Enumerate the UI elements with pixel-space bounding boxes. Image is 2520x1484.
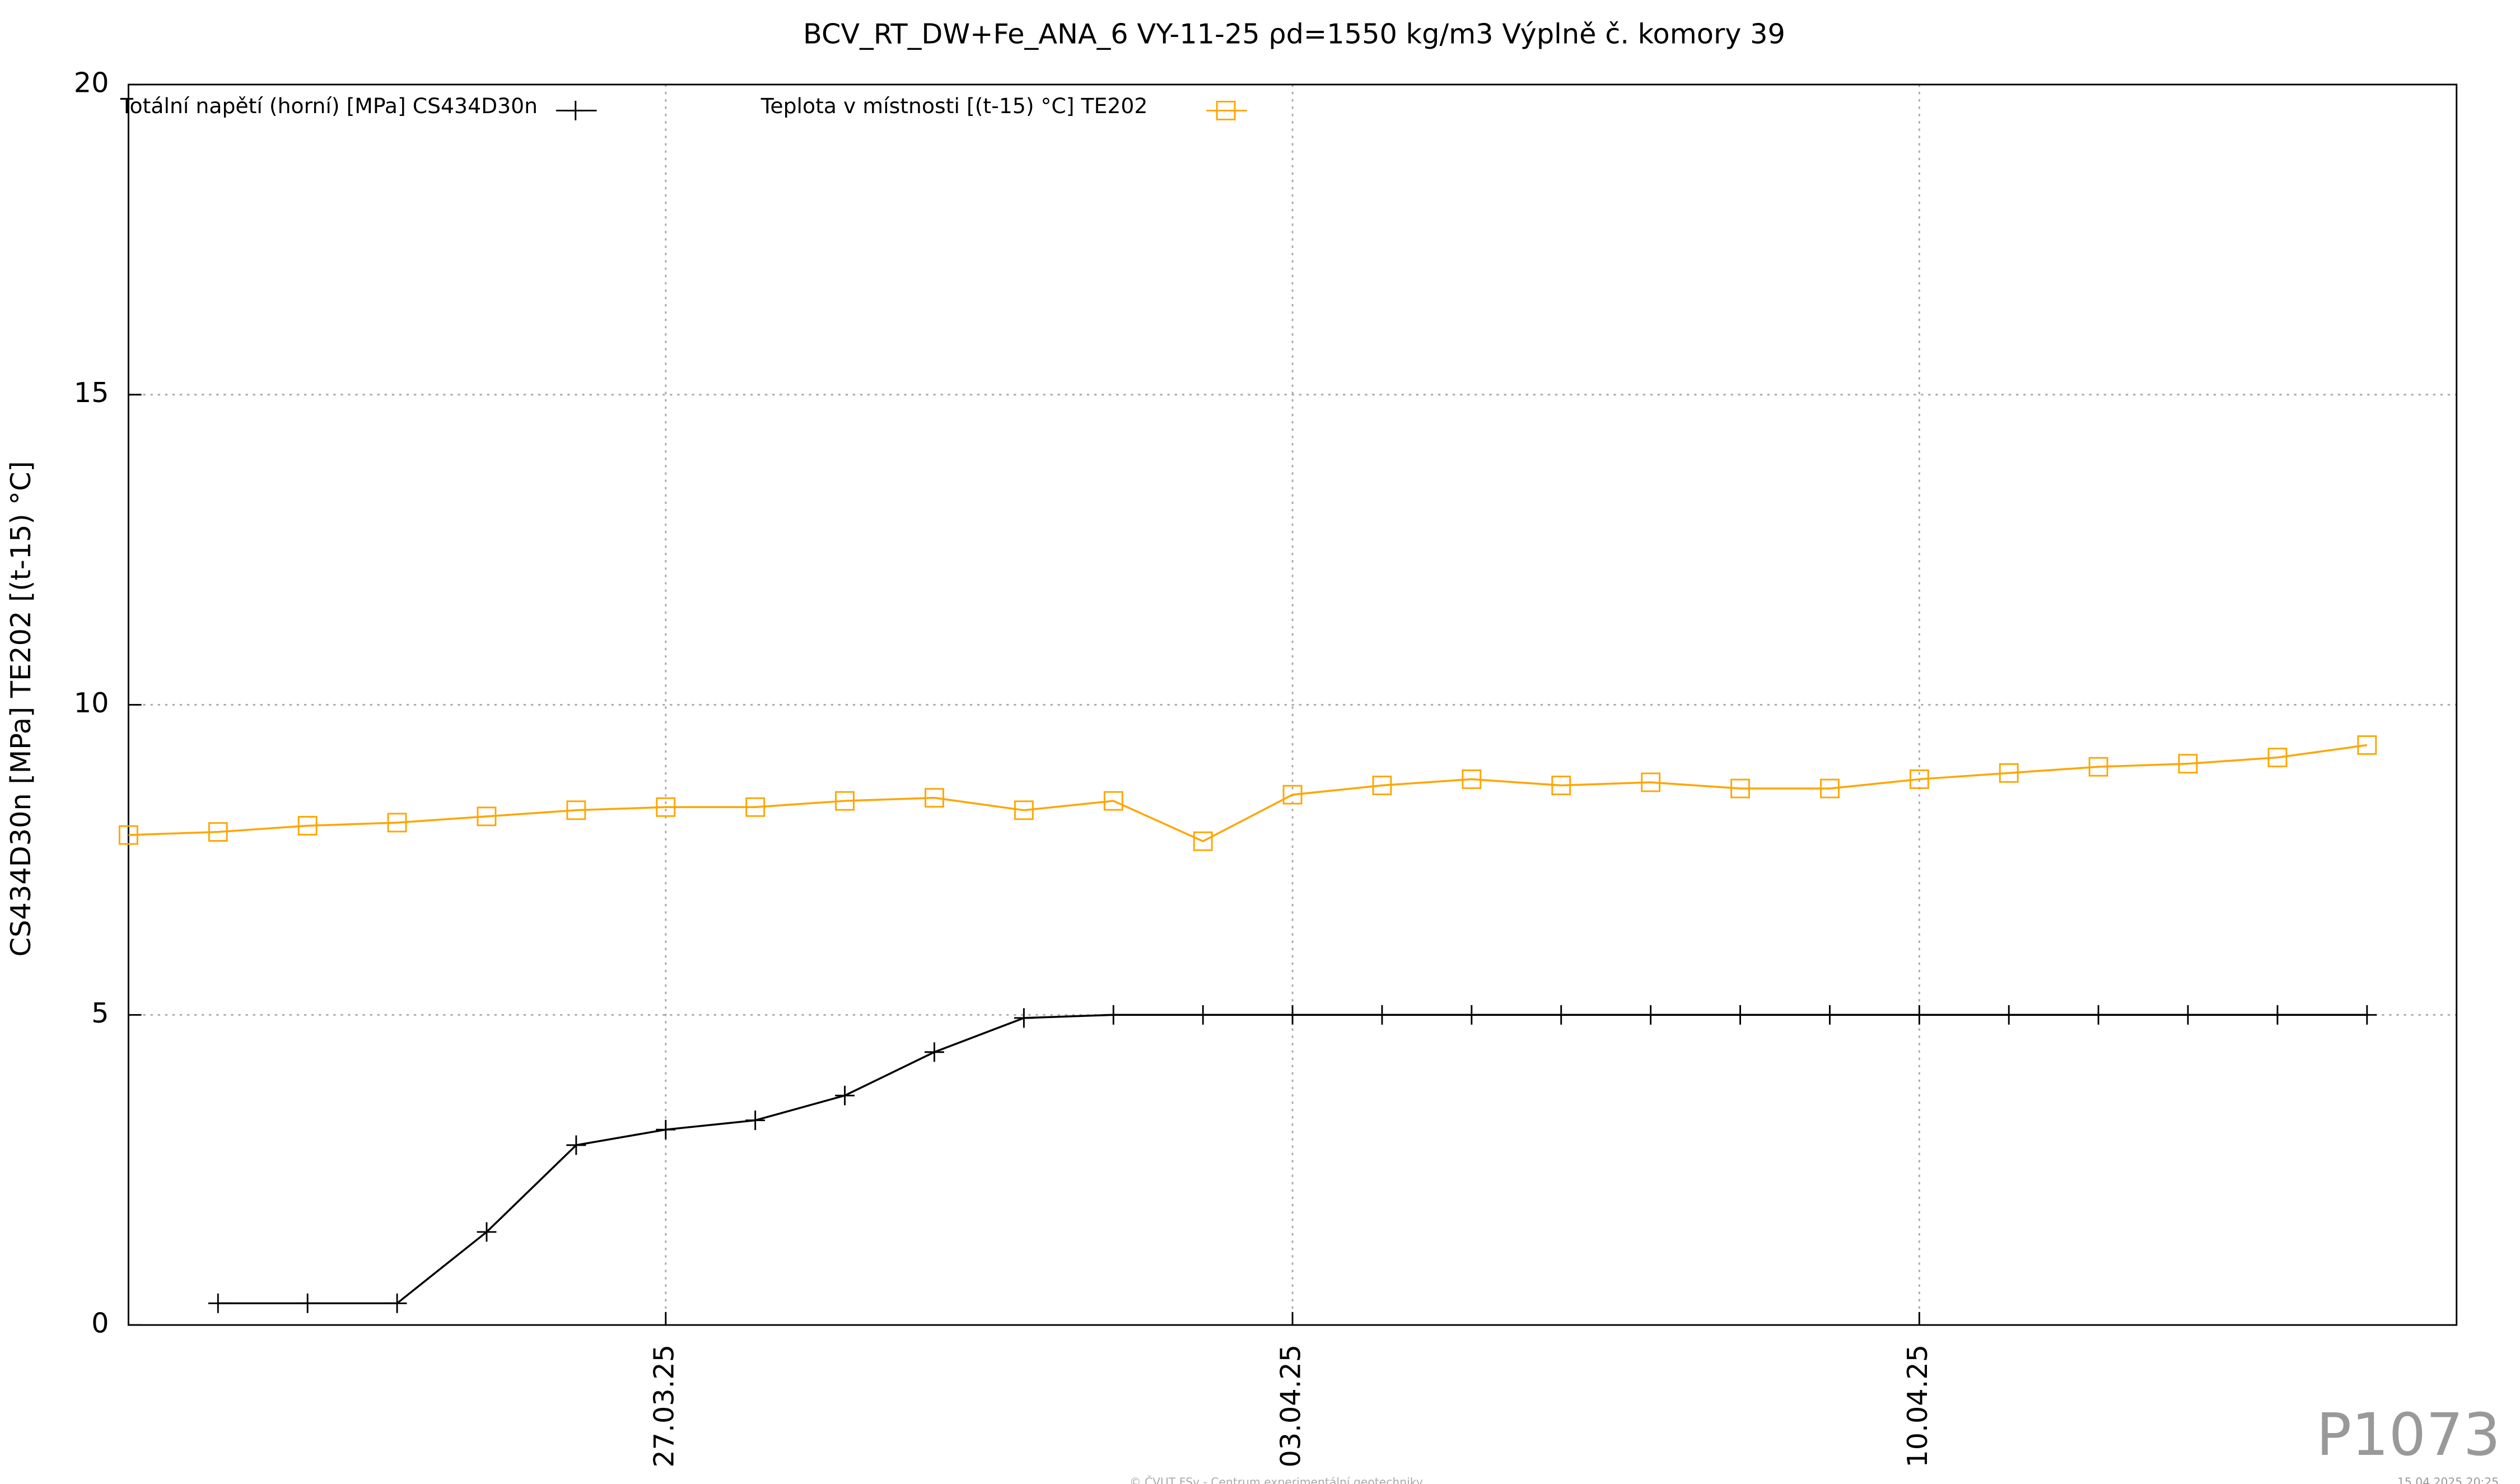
marker: [566, 1135, 586, 1155]
marker: [1641, 1005, 1661, 1025]
marker: [1730, 778, 1750, 799]
marker: [1999, 1005, 2019, 1025]
marker: [2267, 748, 2288, 768]
marker: [1282, 1005, 1303, 1025]
marker: [118, 825, 138, 845]
marker: [208, 822, 228, 842]
marker: [2088, 757, 2108, 777]
marker: [2357, 735, 2377, 755]
marker: [745, 797, 766, 817]
marker: [1103, 1005, 1123, 1025]
marker: [835, 791, 855, 811]
plot-id: P1073: [2316, 1401, 2500, 1469]
marker: [1551, 776, 1571, 795]
chart-title: BCV_RT_DW+Fe_ANA_6 VY-11-25 ρd=1550 kg/m…: [803, 17, 1785, 50]
marker: [1641, 772, 1661, 792]
marker: [1193, 831, 1213, 851]
marker: [1462, 769, 1482, 789]
marker: [297, 816, 318, 836]
legend-label: Teplota v místnosti [(t-15) °C] TE202: [760, 94, 1148, 118]
legend-marker: [1216, 100, 1236, 120]
marker: [387, 813, 407, 833]
marker: [1372, 1005, 1392, 1025]
credit: © ČVUT FSv - Centrum experimentální geot…: [1130, 1475, 1423, 1484]
x-tick-label: 27.03.25: [647, 1345, 680, 1468]
y-tick-label: 15: [74, 376, 109, 409]
plot-frame: [127, 83, 2458, 1326]
marker: [1820, 1005, 1840, 1025]
series-line: [128, 744, 2368, 843]
legend-marker: [566, 100, 586, 120]
marker: [1909, 769, 1929, 789]
marker: [656, 1119, 676, 1140]
marker: [1282, 785, 1303, 805]
marker: [925, 788, 944, 808]
marker: [297, 1293, 318, 1313]
marker: [1820, 778, 1840, 799]
marker: [2088, 1005, 2108, 1025]
marker: [387, 1293, 407, 1313]
x-tick-label: 03.04.25: [1275, 1345, 1307, 1468]
marker: [656, 797, 676, 817]
marker: [566, 800, 586, 820]
marker: [1372, 776, 1392, 795]
marker: [1909, 1005, 1929, 1025]
y-axis-label: CS434D30n [MPa] TE202 [(t-15) °C]: [4, 461, 37, 956]
marker: [208, 1293, 228, 1313]
marker: [835, 1085, 855, 1105]
marker: [1999, 763, 2019, 783]
timestamp: 15.04.2025 20:25: [2397, 1476, 2499, 1484]
marker: [1103, 791, 1123, 811]
y-tick-label: 10: [74, 687, 109, 719]
y-tick-label: 0: [91, 1307, 109, 1340]
legend-label: Totální napětí (horní) [MPa] CS434D30n: [120, 94, 538, 118]
marker: [1193, 1005, 1213, 1025]
marker: [2357, 1005, 2377, 1025]
marker: [1462, 1005, 1482, 1025]
marker: [745, 1110, 766, 1130]
marker: [925, 1042, 944, 1062]
marker: [2267, 1005, 2288, 1025]
marker: [477, 1222, 497, 1242]
marker: [1551, 1005, 1571, 1025]
marker: [2178, 754, 2198, 774]
marker: [477, 806, 497, 827]
marker: [1730, 1005, 1750, 1025]
marker: [1014, 1008, 1034, 1028]
marker: [2178, 1005, 2198, 1025]
y-tick-label: 20: [74, 66, 109, 99]
marker: [1014, 800, 1034, 820]
x-tick-label: 10.04.25: [1901, 1345, 1934, 1468]
y-tick-label: 5: [91, 997, 109, 1029]
